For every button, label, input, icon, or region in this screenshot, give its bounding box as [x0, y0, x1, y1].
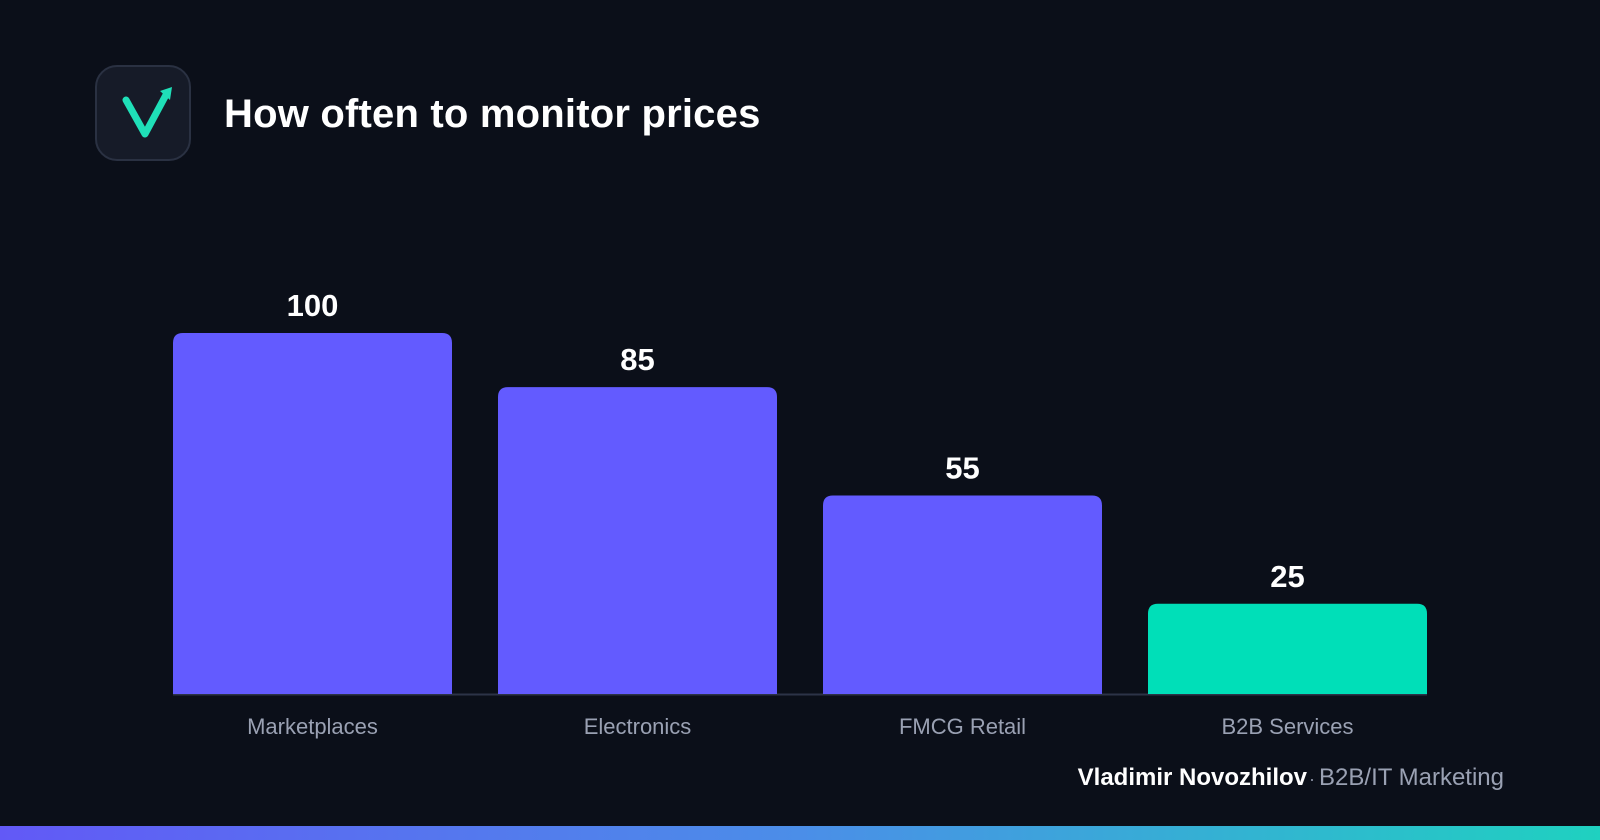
- bottom-gradient-strip: [0, 826, 1600, 840]
- bar-value-label: 85: [620, 342, 654, 377]
- attribution: Vladimir Novozhilov · B2B/IT Marketing: [1078, 763, 1504, 794]
- bar-electronics: [498, 387, 777, 694]
- attribution-separator: ·: [1309, 769, 1316, 789]
- category-label: Marketplaces: [247, 714, 378, 739]
- bar-chart: 100 Marketplaces 85 Electronics 55 FMCG Retai…: [173, 288, 1427, 739]
- bar-value-label: 25: [1270, 559, 1304, 594]
- bar-marketplaces: [173, 333, 452, 694]
- bar-value-label: 55: [945, 450, 979, 485]
- bar-b2b-services: [1148, 603, 1427, 694]
- author-name: Vladimir Novozhilov: [1077, 764, 1308, 791]
- checkmark-arrow-icon: [122, 87, 172, 138]
- category-label: Electronics: [584, 714, 692, 739]
- bar-value-label: 100: [287, 288, 339, 323]
- category-label: FMCG Retail: [899, 714, 1026, 739]
- brand-logo: [95, 65, 191, 161]
- page-title: How often to monitor prices: [224, 92, 761, 136]
- author-role: B2B/IT Marketing: [1319, 764, 1504, 791]
- bar-fmcg-retail: [823, 495, 1102, 694]
- category-label: B2B Services: [1221, 714, 1353, 739]
